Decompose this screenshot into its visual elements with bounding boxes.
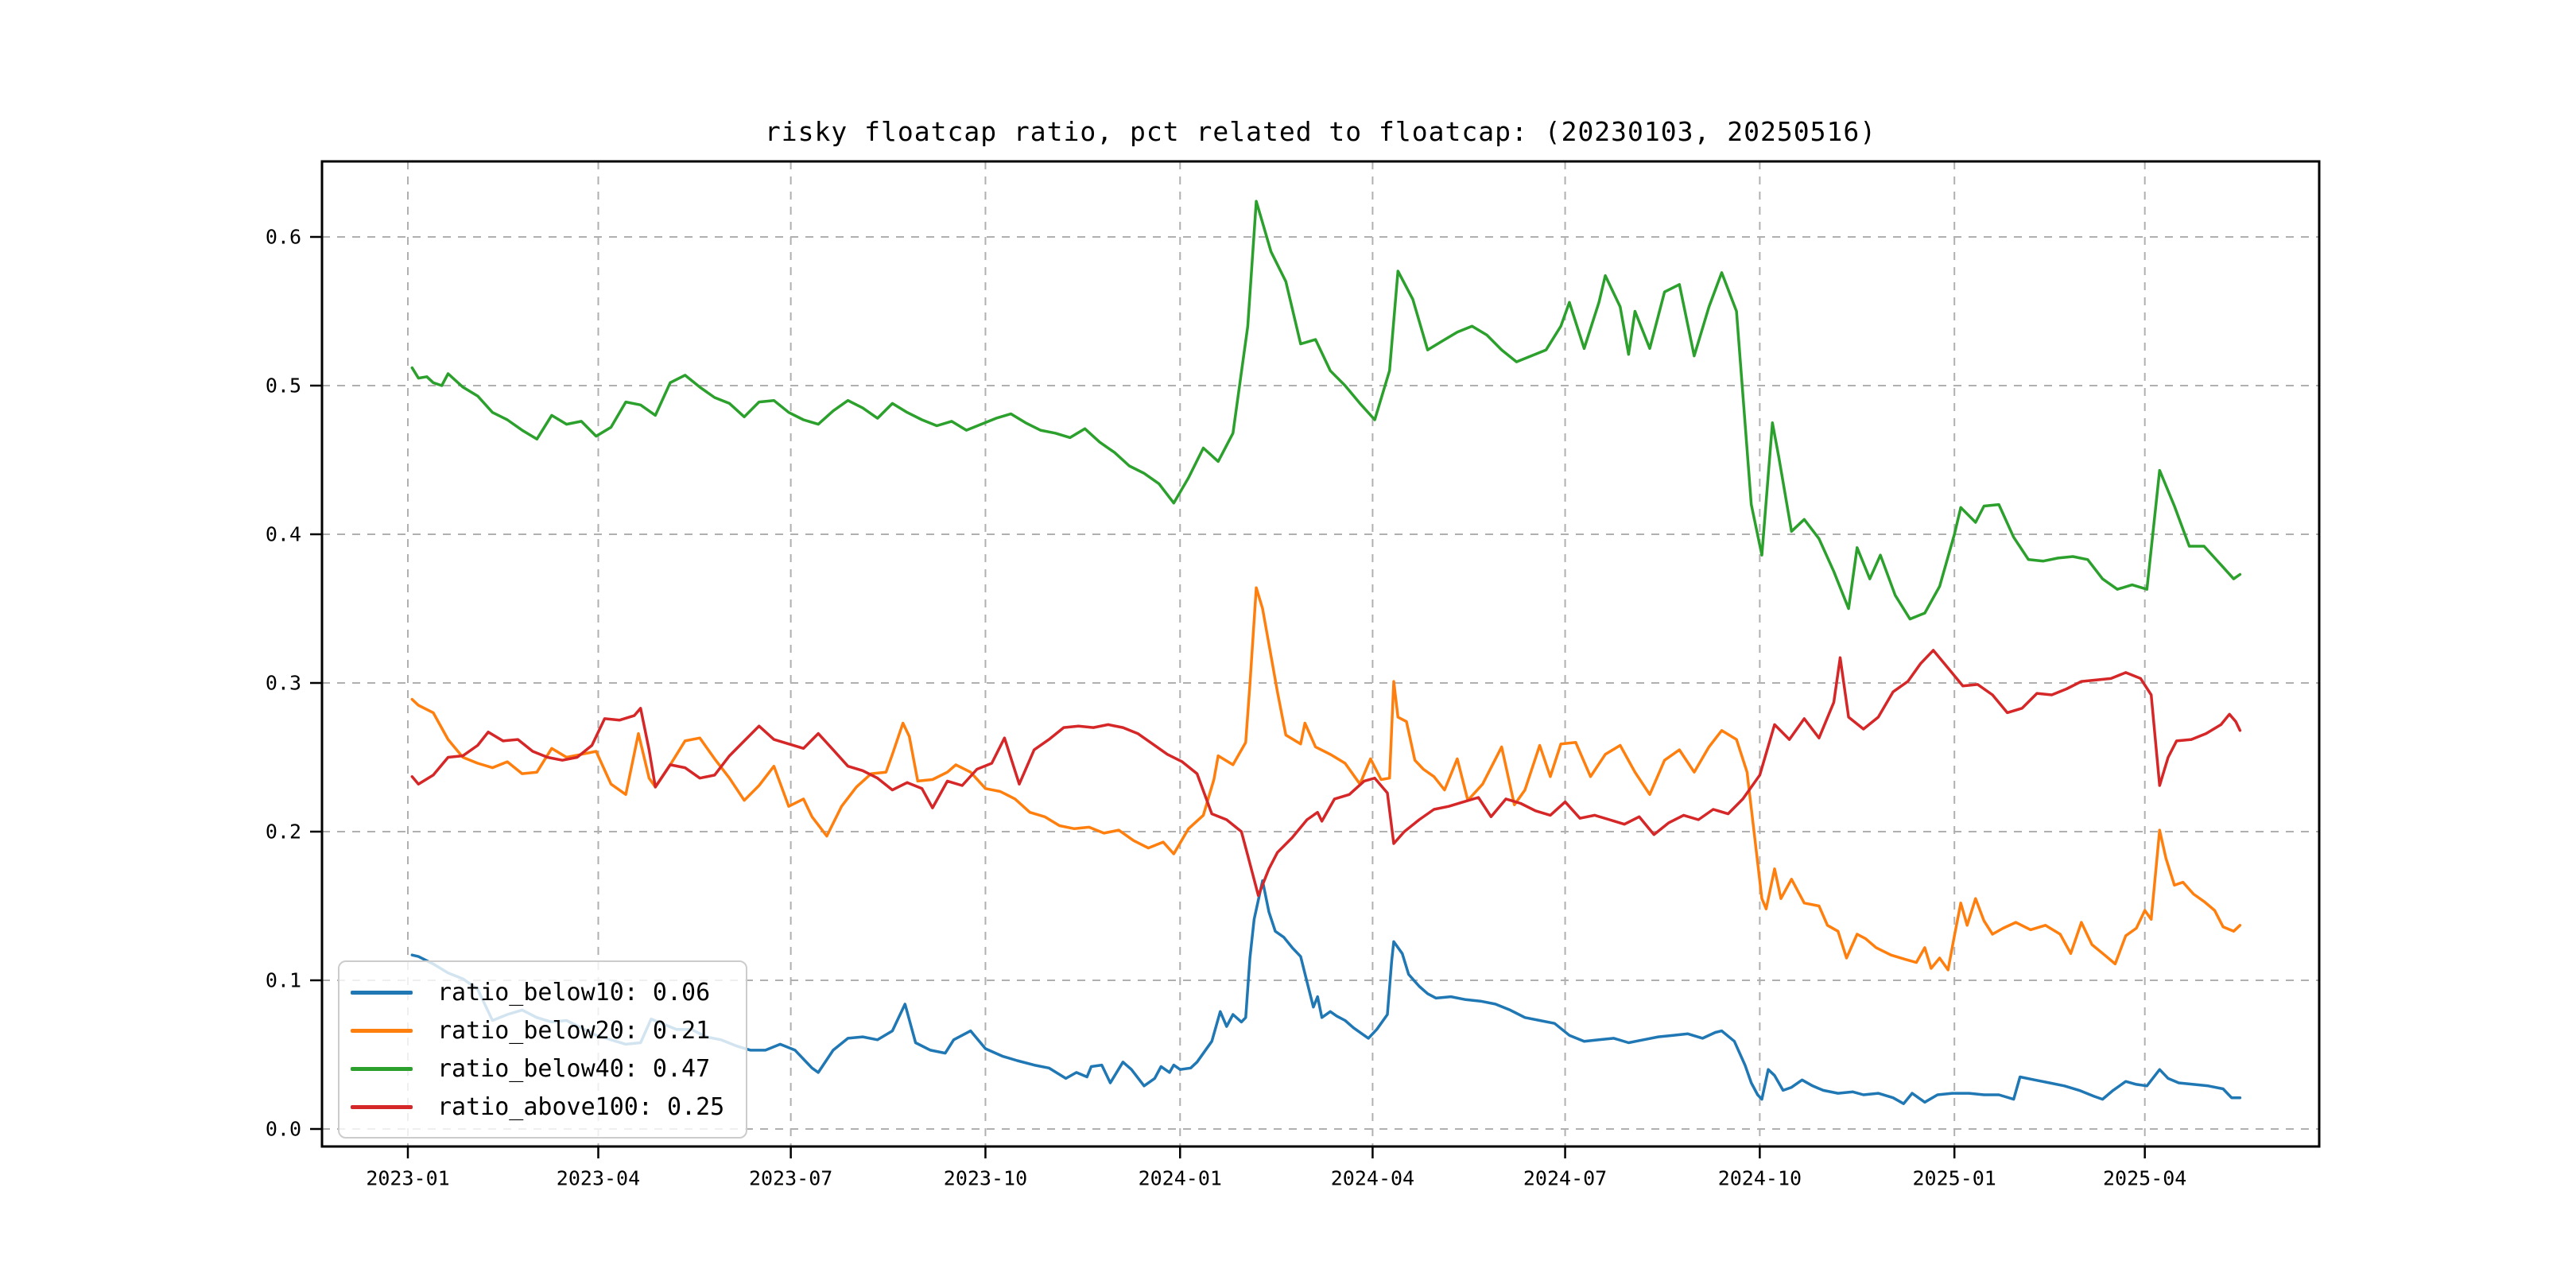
x-tick-label: 2023-01 bbox=[366, 1166, 449, 1189]
legend-line-sample-red bbox=[351, 1104, 413, 1109]
legend-line-sample-green bbox=[351, 1066, 413, 1071]
series-line-ratio_below20 bbox=[410, 586, 2242, 972]
x-tick-label: 2024-01 bbox=[1139, 1166, 1222, 1189]
x-tick-label: 2024-10 bbox=[1718, 1166, 1802, 1189]
legend-label: ratio_below10: 0.06 bbox=[437, 978, 711, 1007]
x-tick-label: 2024-07 bbox=[1523, 1166, 1607, 1189]
plot-spines bbox=[320, 160, 2321, 1148]
legend-line-sample-orange bbox=[351, 1028, 413, 1033]
x-tick-label: 2025-04 bbox=[2103, 1166, 2186, 1189]
y-tick-label: 0.6 bbox=[266, 226, 301, 249]
legend-label: ratio_below20: 0.21 bbox=[437, 1016, 711, 1045]
legend-row-ratio_below40: ratio_below40: 0.47 bbox=[351, 1049, 746, 1088]
series-line-ratio_above100 bbox=[410, 649, 2242, 898]
series-line-ratio_below10 bbox=[410, 879, 2242, 1105]
y-tick-label: 0.1 bbox=[266, 969, 301, 992]
y-tick-label: 0.3 bbox=[266, 672, 301, 695]
legend-row-ratio_below20: ratio_below20: 0.21 bbox=[351, 1011, 746, 1049]
legend-row-ratio_above100: ratio_above100: 0.25 bbox=[351, 1088, 746, 1126]
y-tick-label: 0.2 bbox=[266, 821, 301, 844]
y-tick-label: 0.5 bbox=[266, 374, 301, 398]
legend-row-ratio_below10: ratio_below10: 0.06 bbox=[351, 973, 746, 1011]
legend-label: ratio_below40: 0.47 bbox=[437, 1054, 711, 1083]
x-tick-label: 2023-10 bbox=[944, 1166, 1027, 1189]
x-tick-label: 2024-04 bbox=[1331, 1166, 1414, 1189]
x-tick-label: 2023-07 bbox=[749, 1166, 832, 1189]
x-tick-label: 2025-01 bbox=[1913, 1166, 1996, 1189]
legend-line-sample-blue bbox=[351, 990, 413, 995]
x-tick-label: 2023-04 bbox=[557, 1166, 640, 1189]
series-line-ratio_below40 bbox=[410, 200, 2242, 621]
y-tick-label: 0.4 bbox=[266, 523, 301, 546]
y-tick-label: 0.0 bbox=[266, 1118, 301, 1141]
chart-title: risky floatcap ratio, pct related to flo… bbox=[764, 116, 1877, 147]
legend-label: ratio_above100: 0.25 bbox=[437, 1092, 725, 1121]
legend: ratio_below10: 0.06 ratio_below20: 0.21 … bbox=[338, 960, 747, 1139]
